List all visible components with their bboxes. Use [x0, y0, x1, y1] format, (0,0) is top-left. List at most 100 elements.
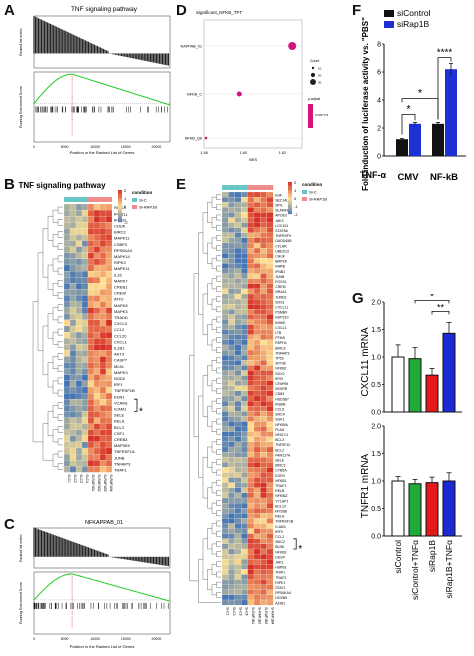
heatmap-cell	[241, 426, 248, 432]
dendrogram-branch	[57, 255, 63, 263]
heatmap-cell	[234, 253, 242, 259]
gene-label: ICAM1	[275, 525, 286, 529]
gene-label: EGR3	[275, 474, 285, 478]
heatmap-cell	[266, 487, 274, 493]
heatmap-cell	[260, 452, 267, 458]
dendrogram-branch	[52, 356, 58, 369]
colorscale-step	[118, 190, 122, 192]
heatmap-cell	[247, 380, 255, 386]
dendrogram-branch	[216, 235, 221, 241]
x-tick-label: 20000	[152, 145, 162, 149]
dendrogram-branch	[211, 584, 217, 596]
heatmap-cell	[105, 454, 113, 461]
gene-label: RELA	[275, 515, 285, 519]
heatmap-cell	[99, 411, 107, 418]
heatmap-cell	[260, 411, 267, 417]
gene-label: RIPK1	[275, 581, 285, 585]
dendrogram-branch	[216, 204, 221, 211]
heatmap-cell	[241, 242, 248, 249]
heatmap-cell	[63, 313, 71, 320]
heatmap-cell	[69, 417, 77, 424]
dendrogram-branch	[216, 214, 221, 221]
heatmap-cell	[234, 452, 242, 458]
heatmap-cell	[260, 508, 267, 514]
gene-label: RIPK3	[114, 260, 126, 265]
heatmap-cell	[69, 405, 77, 412]
heatmap-cell	[81, 447, 89, 455]
panel-letter-g: G	[352, 290, 364, 307]
heatmap-cell	[247, 457, 255, 463]
heatmap-cell	[247, 513, 255, 519]
heatmap-cell	[234, 436, 242, 442]
heatmap-cell	[93, 454, 101, 461]
heatmap-cell	[93, 338, 101, 345]
heatmap-cell	[247, 599, 255, 606]
heatmap-cell	[234, 548, 242, 555]
gene-label: MAP3K5	[114, 443, 131, 448]
gene-label: RELB	[275, 489, 285, 493]
heatmap-cell	[241, 212, 248, 218]
heatmap-cell	[63, 295, 71, 302]
heatmap-cell	[87, 283, 95, 290]
gene-label: NFKB2	[275, 367, 286, 371]
heatmap-cell	[247, 421, 255, 427]
panel-a-ranked-metric	[33, 16, 170, 66]
gene-label: TNIP1	[275, 571, 285, 575]
gene-label: HSD3B7	[275, 397, 289, 401]
gene-label: AKT3	[114, 352, 125, 357]
heatmap-cell	[253, 569, 261, 575]
bar-0	[391, 480, 405, 537]
category-label: NFKAPPAB_01	[180, 45, 202, 49]
dendrogram-branch	[37, 252, 43, 351]
heatmap-cell	[63, 258, 71, 266]
dendrogram-branch	[216, 541, 221, 547]
gene-label: CXCL11	[275, 306, 288, 310]
dendrogram-branch	[57, 426, 63, 433]
gene-label: TRAF2	[275, 576, 286, 580]
heatmap-cell	[247, 559, 255, 565]
heatmap-cell	[253, 375, 261, 381]
heatmap-cell	[266, 452, 274, 458]
heatmap-cell	[221, 406, 229, 412]
y-tick-label: 2	[377, 126, 381, 133]
legend-item: Si-C	[139, 198, 147, 203]
heatmap-cell	[266, 350, 274, 356]
sample-label: Si-C1	[225, 607, 229, 616]
heatmap-cell	[105, 295, 113, 302]
heatmap-cell	[75, 423, 83, 430]
heatmap-cell	[87, 228, 95, 235]
heatmap-cell	[69, 319, 77, 327]
gene-label: BIRC3	[275, 346, 285, 350]
dendrogram-branch	[216, 306, 221, 313]
heatmap-cell	[241, 319, 248, 325]
heatmap-cell	[81, 466, 89, 473]
heatmap-cell	[260, 548, 267, 555]
sig-label-nfkb: ****	[437, 48, 453, 59]
heatmap-cell	[105, 332, 113, 339]
heatmap-cell	[228, 278, 235, 284]
heatmap-cell	[234, 263, 242, 269]
heatmap-cell	[99, 289, 107, 296]
panel-b-heatmap: TNF signaling pathway RIPK3IFNB1IKBKGCHU…	[18, 181, 157, 492]
heatmap-cell	[234, 268, 242, 274]
heatmap-cell	[93, 466, 101, 473]
dendrogram-branch	[207, 406, 212, 427]
heatmap-cell	[253, 523, 261, 529]
heatmap-cell	[99, 277, 107, 284]
heatmap-cell	[69, 411, 77, 418]
gene-label: CCL2	[275, 535, 284, 539]
heatmap-cell	[260, 380, 267, 386]
panel-a-ranked-box	[33, 15, 171, 69]
heatmap-cell	[228, 288, 235, 295]
heatmap-cell	[75, 380, 83, 388]
sample-label: Si-RAP1B2	[257, 607, 261, 624]
heatmap-cell	[221, 217, 229, 223]
heatmap-cell	[266, 543, 274, 550]
heatmap-cell	[241, 559, 248, 565]
heatmap-cell	[221, 543, 229, 550]
colorscale-step	[288, 212, 292, 215]
heatmap-cell	[247, 472, 255, 478]
heatmap-cell	[247, 339, 255, 346]
heatmap-cell	[228, 446, 235, 453]
